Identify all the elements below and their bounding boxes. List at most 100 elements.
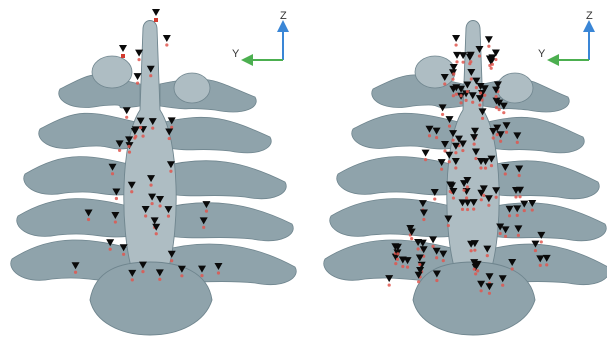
- sacrum: [412, 261, 536, 336]
- landmark-marker: [146, 65, 155, 73]
- landmark-marker: [447, 182, 456, 190]
- landmark-marker: [398, 256, 407, 264]
- landmark-point: [200, 274, 204, 278]
- y-axis-label: Y: [538, 48, 546, 60]
- landmark-point: [473, 248, 477, 252]
- landmark-point: [435, 278, 439, 283]
- landmark-marker: [493, 124, 502, 132]
- landmark-marker: [152, 9, 160, 16]
- landmark-marker: [449, 130, 458, 138]
- landmark-point: [483, 93, 487, 97]
- landmark-point: [487, 203, 491, 207]
- landmark-marker: [472, 77, 481, 85]
- landmark-point: [460, 207, 465, 211]
- landmark-point: [514, 195, 518, 199]
- rib-left: [23, 156, 141, 196]
- landmark-marker: [406, 224, 415, 232]
- landmark-marker: [484, 36, 493, 44]
- landmark-marker: [148, 118, 157, 126]
- landmark-point: [422, 217, 426, 222]
- landmark-point: [489, 164, 494, 168]
- landmark-marker: [459, 52, 468, 60]
- rib-left: [38, 112, 141, 150]
- landmark-marker: [487, 58, 496, 66]
- landmark-marker: [445, 151, 454, 159]
- landmark-point: [149, 74, 153, 78]
- landmark-point: [149, 183, 153, 187]
- landmark-point: [454, 43, 458, 47]
- landmark-marker: [468, 92, 477, 100]
- landmark-point: [158, 277, 162, 281]
- landmark-point: [472, 267, 476, 271]
- landmark-marker: [471, 127, 480, 135]
- landmark-point: [522, 208, 526, 213]
- landmark-marker: [166, 161, 175, 169]
- landmark-point: [114, 196, 118, 201]
- landmark-point: [418, 262, 422, 267]
- axes-indicator-left: Z Y: [232, 10, 289, 66]
- landmark-marker: [463, 176, 472, 184]
- landmark-point: [451, 94, 455, 98]
- landmark-marker: [457, 85, 466, 93]
- panel-right: Z Y: [323, 10, 607, 336]
- landmark-marker: [492, 86, 501, 94]
- landmark-marker: [152, 223, 161, 231]
- landmark-marker: [147, 175, 156, 183]
- landmark-point: [461, 148, 465, 153]
- landmark-point: [469, 77, 473, 81]
- landmarks-right: [385, 35, 551, 295]
- landmark-point: [530, 208, 534, 212]
- landmark-point: [204, 209, 209, 213]
- landmark-marker: [165, 128, 174, 136]
- landmark-marker: [483, 245, 492, 253]
- landmark-point: [533, 248, 538, 253]
- landmark-point: [167, 136, 171, 141]
- landmark-point: [498, 231, 502, 236]
- rib-right: [159, 202, 294, 241]
- landmark-point: [427, 134, 432, 138]
- landmark-marker: [429, 236, 438, 244]
- landmark-marker: [501, 163, 510, 171]
- landmark-marker: [127, 181, 136, 189]
- landmark-marker: [418, 239, 427, 247]
- vertebral-column: [446, 20, 500, 271]
- landmark-point: [502, 111, 506, 115]
- landmark-marker: [214, 262, 223, 270]
- landmark-marker: [489, 128, 498, 136]
- landmark-point: [485, 253, 489, 258]
- landmark-point: [503, 234, 508, 238]
- landmark-marker: [425, 125, 434, 133]
- landmark-point: [465, 89, 470, 94]
- landmark-point: [488, 63, 492, 68]
- landmark-marker: [477, 189, 486, 197]
- landmark-marker: [141, 205, 150, 213]
- landmark-marker: [451, 142, 460, 150]
- landmark-point: [433, 197, 437, 201]
- landmark-point: [539, 240, 543, 244]
- landmark-marker: [476, 83, 485, 91]
- landmark-point: [151, 126, 155, 130]
- landmark-point: [395, 257, 400, 261]
- landmark-marker: [131, 126, 140, 134]
- landmark-point: [510, 267, 514, 271]
- landmark-marker: [485, 283, 494, 291]
- landmark-point: [479, 289, 483, 293]
- landmark-marker: [418, 200, 427, 208]
- landmark-point: [135, 81, 140, 85]
- landmark-marker: [164, 206, 173, 214]
- rib-right: [482, 202, 607, 241]
- landmark-point: [455, 60, 459, 64]
- landmark-point: [507, 214, 512, 218]
- landmark-point: [487, 44, 491, 48]
- landmark-point: [491, 136, 495, 140]
- landmark-marker: [469, 199, 478, 207]
- landmark-marker: [136, 117, 145, 125]
- landmark-point: [441, 258, 445, 263]
- landmark-marker: [138, 261, 147, 269]
- landmark-point: [471, 100, 475, 104]
- landmark-point: [454, 151, 458, 155]
- landmark-point: [464, 196, 469, 200]
- landmark-point: [86, 217, 91, 222]
- landmark-point: [474, 272, 478, 276]
- landmark-point: [495, 133, 499, 137]
